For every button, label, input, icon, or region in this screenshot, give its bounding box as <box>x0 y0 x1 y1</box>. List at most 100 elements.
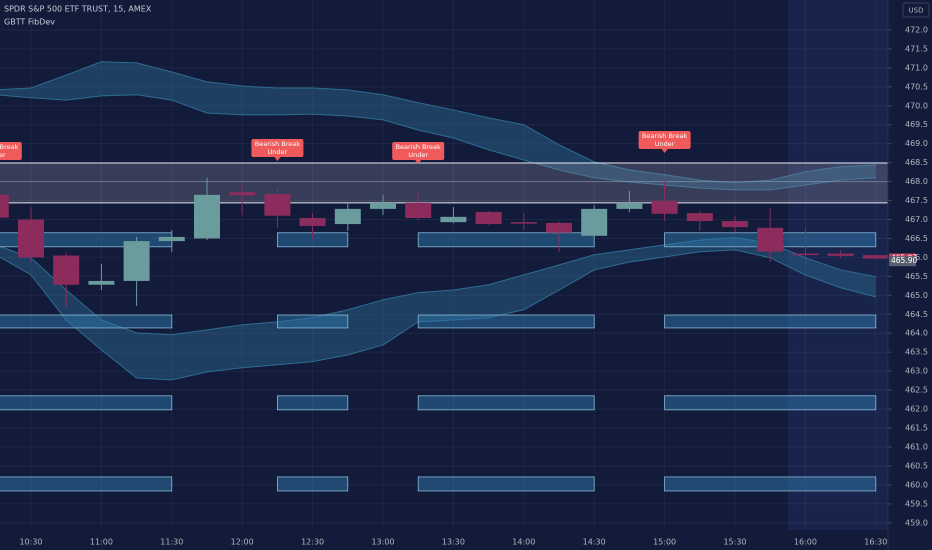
y-tick-label: 464.5 <box>905 310 928 319</box>
candle-body <box>88 280 115 285</box>
zone <box>664 476 877 492</box>
y-tick-label: 463.0 <box>905 367 928 376</box>
y-tick-label: 459.0 <box>905 518 928 527</box>
annotation-text: Bearish Break <box>0 143 19 151</box>
y-tick-label: 469.5 <box>905 120 928 129</box>
zone <box>276 314 349 329</box>
y-tick-label: 469.0 <box>905 139 928 148</box>
y-tick-label: 467.5 <box>905 196 928 205</box>
y-tick-label: 461.0 <box>905 442 928 451</box>
annotation-pointer <box>661 148 668 153</box>
zone <box>0 476 173 492</box>
annotation-text: Bearish Break <box>255 140 300 148</box>
currency[interactable]: USD <box>909 7 924 15</box>
currency-box[interactable] <box>902 2 930 18</box>
x-tick-label: 14:00 <box>512 538 535 547</box>
x-tick-label: 15:00 <box>653 538 676 547</box>
annotation-pointer <box>415 159 422 164</box>
annotation-text: Under <box>0 151 6 159</box>
annotation-text: Bearish Break <box>642 132 687 140</box>
annotation-text: Under <box>655 140 675 148</box>
candle-body <box>299 217 326 226</box>
y-tick-label: 470.0 <box>905 101 928 110</box>
band-fill <box>0 61 876 190</box>
y-tick-label: 459.5 <box>905 499 928 508</box>
y-tick-label: 463.5 <box>905 348 928 357</box>
candle-body <box>792 253 819 256</box>
y-tick-label: 468.0 <box>905 177 928 186</box>
y-tick-label: 465.5 <box>905 272 928 281</box>
x-tick-label: 13:00 <box>371 538 394 547</box>
annotation-box <box>392 141 445 160</box>
candle-body <box>264 194 291 216</box>
candle-body <box>440 216 467 223</box>
y-tick-label: 462.0 <box>905 405 928 414</box>
y-tick-label: 460.0 <box>905 480 928 489</box>
y-tick-label: 468.5 <box>905 158 928 167</box>
zone <box>0 314 173 329</box>
x-tick-label: 13:30 <box>442 538 465 547</box>
x-tick-label: 12:00 <box>231 538 254 547</box>
y-tick-label: 466.0 <box>905 253 928 262</box>
candle-body <box>757 227 784 252</box>
annotation-pointer <box>274 156 281 161</box>
annotation-text: Under <box>268 148 288 156</box>
zone <box>417 232 595 248</box>
y-tick-label: 460.5 <box>905 461 928 470</box>
band-edge <box>0 94 876 191</box>
y-tick-label: 466.5 <box>905 234 928 243</box>
candle-body <box>229 192 256 196</box>
candle-body <box>686 213 713 222</box>
annotation-box <box>0 141 22 160</box>
candle-body <box>546 222 572 233</box>
y-tick-label: 470.5 <box>905 82 928 91</box>
candle-body <box>616 202 643 209</box>
annotation-text: Under <box>408 151 428 159</box>
y-tick-label: 471.0 <box>905 63 928 72</box>
zone <box>664 395 877 411</box>
chart-title: SPDR S&P 500 ETF TRUST, 15, AMEX <box>4 5 152 14</box>
annotation-box <box>638 130 691 149</box>
extended-session <box>788 0 888 530</box>
candle-body <box>0 194 9 218</box>
candle-body <box>158 236 185 242</box>
range-box <box>0 163 888 203</box>
candle-body <box>405 202 432 218</box>
y-tick-label: 462.5 <box>905 386 928 395</box>
last-price-box <box>889 256 916 267</box>
zone <box>276 476 349 492</box>
candle-body <box>581 208 608 236</box>
candle-body <box>722 221 748 228</box>
y-tick-label: 472.0 <box>905 25 928 34</box>
zone <box>0 395 173 411</box>
annotation-box <box>251 138 304 157</box>
candle-body <box>194 194 220 239</box>
y-tick-label: 467.0 <box>905 215 928 224</box>
zone <box>276 395 349 411</box>
annotation-text: Bearish Break <box>396 143 441 151</box>
last-price-label: 465.90 <box>891 256 917 265</box>
candle-body <box>510 222 537 224</box>
indicator-name: GBTT FibDev <box>4 18 55 27</box>
band-fill <box>0 237 876 380</box>
candle-body <box>862 255 888 259</box>
x-tick-label: 14:30 <box>583 538 606 547</box>
x-tick-label: 15:30 <box>723 538 746 547</box>
zone <box>417 476 595 492</box>
candle-body <box>651 200 678 214</box>
candle-body <box>475 211 502 225</box>
candle-body <box>123 241 150 281</box>
x-tick-label: 10:30 <box>19 538 42 547</box>
candle-body <box>53 255 80 285</box>
y-tick-label: 461.5 <box>905 424 928 433</box>
zone <box>417 395 595 411</box>
zone <box>664 314 877 329</box>
x-tick-label: 12:30 <box>301 538 324 547</box>
x-tick-label: 16:30 <box>864 538 887 547</box>
candle-body <box>370 202 396 209</box>
x-tick-label: 11:30 <box>160 538 183 547</box>
